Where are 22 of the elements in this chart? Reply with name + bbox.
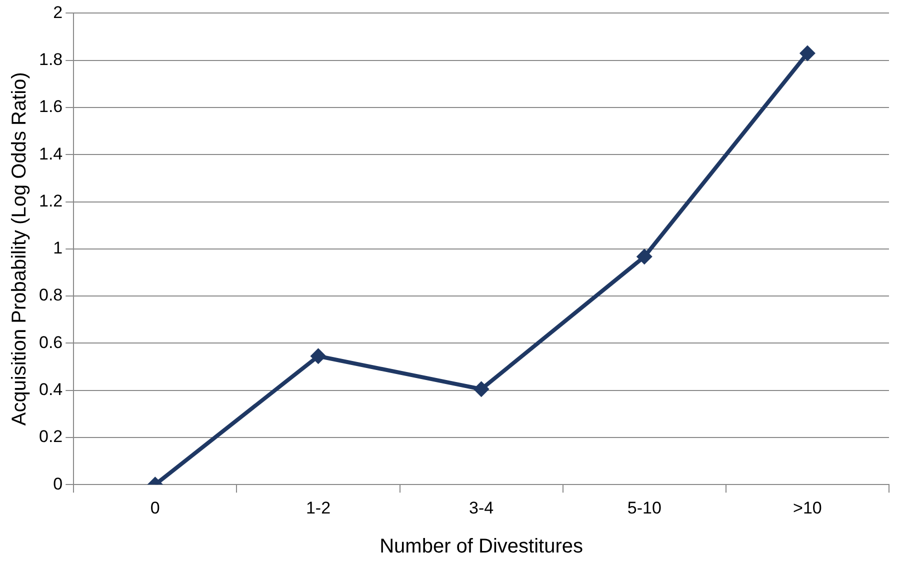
y-tick-label: 0 [53,474,63,494]
x-tick-label: 1-2 [306,498,331,518]
y-tick-label: 1.2 [38,191,63,210]
y-tick-label: 2 [53,2,63,22]
x-tick-label: 0 [150,498,160,518]
x-tick-label: 5-10 [627,498,662,518]
x-tick-label: 3-4 [469,498,494,518]
y-tick-label: 1.4 [38,144,63,164]
point [473,381,490,398]
y-tick-label: 0.8 [38,286,63,305]
y-tick-label: 0.4 [38,380,63,400]
x-axis-title: Number of Divestitures [380,536,584,558]
point [310,348,326,364]
y-tick-label: 0.6 [38,332,63,352]
y-tick-label: 1 [53,238,63,258]
y-tick-label: 1.6 [38,97,63,116]
point [799,45,816,62]
y-axis-title: Acquisition Probability (Log Odds Ratio) [8,72,31,426]
point [636,248,652,265]
y-tick-label: 1.8 [38,50,63,70]
y-tick-label: 0.2 [38,427,63,446]
x-tick-label: >10 [793,498,822,518]
